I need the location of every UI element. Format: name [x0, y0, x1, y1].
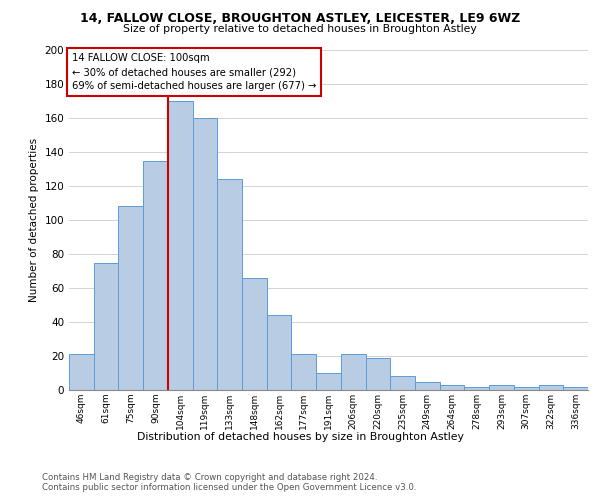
Bar: [464, 386, 489, 390]
Bar: [563, 386, 588, 390]
Text: Size of property relative to detached houses in Broughton Astley: Size of property relative to detached ho…: [123, 24, 477, 34]
Text: Contains HM Land Registry data © Crown copyright and database right 2024.: Contains HM Land Registry data © Crown c…: [42, 472, 377, 482]
Bar: [94, 262, 118, 390]
Bar: [390, 376, 415, 390]
Bar: [217, 179, 242, 390]
Bar: [539, 385, 563, 390]
Bar: [168, 101, 193, 390]
Bar: [365, 358, 390, 390]
Bar: [514, 386, 539, 390]
Bar: [316, 373, 341, 390]
Bar: [292, 354, 316, 390]
Bar: [143, 160, 168, 390]
Text: Contains public sector information licensed under the Open Government Licence v3: Contains public sector information licen…: [42, 484, 416, 492]
Bar: [341, 354, 365, 390]
Bar: [118, 206, 143, 390]
Text: 14 FALLOW CLOSE: 100sqm
← 30% of detached houses are smaller (292)
69% of semi-d: 14 FALLOW CLOSE: 100sqm ← 30% of detache…: [71, 54, 316, 92]
Bar: [69, 354, 94, 390]
Bar: [440, 385, 464, 390]
Bar: [242, 278, 267, 390]
Bar: [489, 385, 514, 390]
Bar: [415, 382, 440, 390]
Bar: [193, 118, 217, 390]
Text: 14, FALLOW CLOSE, BROUGHTON ASTLEY, LEICESTER, LE9 6WZ: 14, FALLOW CLOSE, BROUGHTON ASTLEY, LEIC…: [80, 12, 520, 26]
Bar: [267, 315, 292, 390]
Text: Distribution of detached houses by size in Broughton Astley: Distribution of detached houses by size …: [137, 432, 463, 442]
Y-axis label: Number of detached properties: Number of detached properties: [29, 138, 39, 302]
